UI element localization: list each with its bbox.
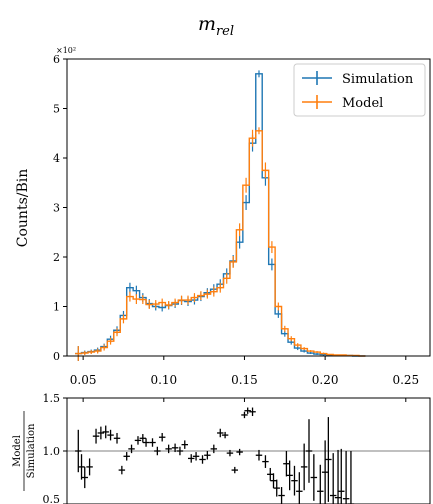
y-tick-label: 2 xyxy=(53,251,60,264)
main-plot-area xyxy=(75,70,366,361)
main-x-ticks: 0.05 0.10 0.15 0.20 0.25 xyxy=(70,356,419,387)
y-tick-label: 4 xyxy=(53,152,60,165)
chart-title: mrel xyxy=(198,13,234,39)
ratio-y-tick-label: 0.5 xyxy=(43,493,61,504)
y-tick-label: 5 xyxy=(53,103,60,116)
ratio-point xyxy=(221,431,229,439)
ratio-point xyxy=(286,460,293,491)
ratio-point xyxy=(158,432,166,442)
ratio-point xyxy=(267,467,274,481)
y-multiplier: ×10² xyxy=(56,46,76,55)
ratio-point xyxy=(321,440,329,504)
ratio-point xyxy=(97,426,105,440)
ratio-point xyxy=(118,465,126,475)
ratio-point xyxy=(149,438,156,447)
ratio-point xyxy=(102,425,109,439)
ratio-point xyxy=(300,443,308,491)
ratio-point xyxy=(134,436,142,445)
legend-model-label: Model xyxy=(342,96,383,111)
ratio-point xyxy=(325,417,332,502)
ratio-point xyxy=(188,454,195,463)
ratio-point xyxy=(334,449,342,504)
ratio-point xyxy=(171,443,179,453)
ratio-point xyxy=(296,472,303,504)
legend: Simulation Model xyxy=(293,63,426,117)
ratio-point xyxy=(107,429,114,441)
ratio-label-denominator: Simulation xyxy=(26,423,37,478)
ratio-point xyxy=(342,451,350,504)
y-tick-label: 6 xyxy=(53,53,60,66)
ratio-point xyxy=(204,451,211,460)
ratio-y-axis-label: Model Simulation xyxy=(12,411,37,491)
y-tick-label: 1 xyxy=(53,301,60,314)
ratio-plot-area xyxy=(67,398,430,504)
x-tick-label: 0.25 xyxy=(392,373,419,387)
ratio-point xyxy=(192,452,200,461)
legend-entry-model: Model xyxy=(302,95,383,111)
title-subscript: rel xyxy=(216,24,234,39)
ratio-point xyxy=(123,452,130,461)
ratio-point xyxy=(113,432,121,444)
ratio-point xyxy=(231,466,239,474)
ratio-point xyxy=(142,438,150,447)
x-tick-label: 0.05 xyxy=(70,373,97,387)
ratio-point xyxy=(270,473,277,489)
ratio-point xyxy=(338,448,345,504)
y-tick-label: 3 xyxy=(53,202,60,215)
ratio-point xyxy=(176,446,184,456)
ratio-point xyxy=(241,411,248,419)
ratio-point xyxy=(262,455,269,468)
ratio-point xyxy=(244,407,251,414)
ratio-point xyxy=(329,453,337,504)
ratio-point xyxy=(347,451,355,504)
ratio-point xyxy=(75,429,82,473)
x-tick-label: 0.20 xyxy=(312,373,339,387)
ratio-point xyxy=(154,446,161,456)
ratio-point xyxy=(165,444,172,454)
ratio-y-tick-label: 1.5 xyxy=(43,392,61,405)
ratio-point xyxy=(255,449,263,461)
ratio-y-tick-label: 1.0 xyxy=(43,445,61,458)
error-bars-model xyxy=(77,127,350,361)
ratio-point xyxy=(81,466,88,489)
main-y-ticks: 0 1 2 3 4 5 6 xyxy=(53,53,67,363)
ratio-point xyxy=(283,451,290,477)
ratio-point xyxy=(217,428,224,438)
x-tick-label: 0.10 xyxy=(150,373,177,387)
legend-entry-simulation: Simulation xyxy=(302,71,414,87)
ratio-point xyxy=(291,465,298,496)
ratio-point xyxy=(210,444,218,454)
ratio-point xyxy=(273,479,280,497)
legend-box xyxy=(293,63,426,117)
ratio-point xyxy=(199,455,206,464)
ratio-point xyxy=(181,440,188,449)
ratio-point xyxy=(317,464,324,504)
ratio-point xyxy=(226,449,234,457)
series-line-model xyxy=(75,130,366,357)
legend-simulation-label: Simulation xyxy=(342,72,414,87)
ratio-point xyxy=(78,454,85,480)
ratio-label-numerator: Model xyxy=(12,435,23,467)
ratio-point xyxy=(139,434,147,443)
ratio-point xyxy=(249,407,256,417)
ratio-point xyxy=(278,487,285,504)
ratio-point xyxy=(310,454,318,501)
ratio-y-ticks: 0.5 1.0 1.5 xyxy=(43,392,67,504)
main-plot-frame xyxy=(66,58,431,357)
ratio-point xyxy=(305,419,313,483)
ratio-point xyxy=(92,428,100,444)
x-tick-label: 0.15 xyxy=(231,373,258,387)
title-main: m xyxy=(198,13,216,35)
ratio-panel: 0.5 1.0 1.5 Model Simulation xyxy=(12,392,431,504)
main-y-axis-label: Counts/Bin xyxy=(15,169,31,247)
y-tick-label: 0 xyxy=(53,350,60,363)
main-panel: 0.05 0.10 0.15 0.20 0.25 0 1 2 3 4 5 6 ×10² Counts… xyxy=(15,46,431,387)
ratio-point xyxy=(128,444,135,454)
ratio-point xyxy=(236,448,243,456)
ratio-plot-frame xyxy=(66,397,431,504)
ratio-point xyxy=(86,458,93,476)
